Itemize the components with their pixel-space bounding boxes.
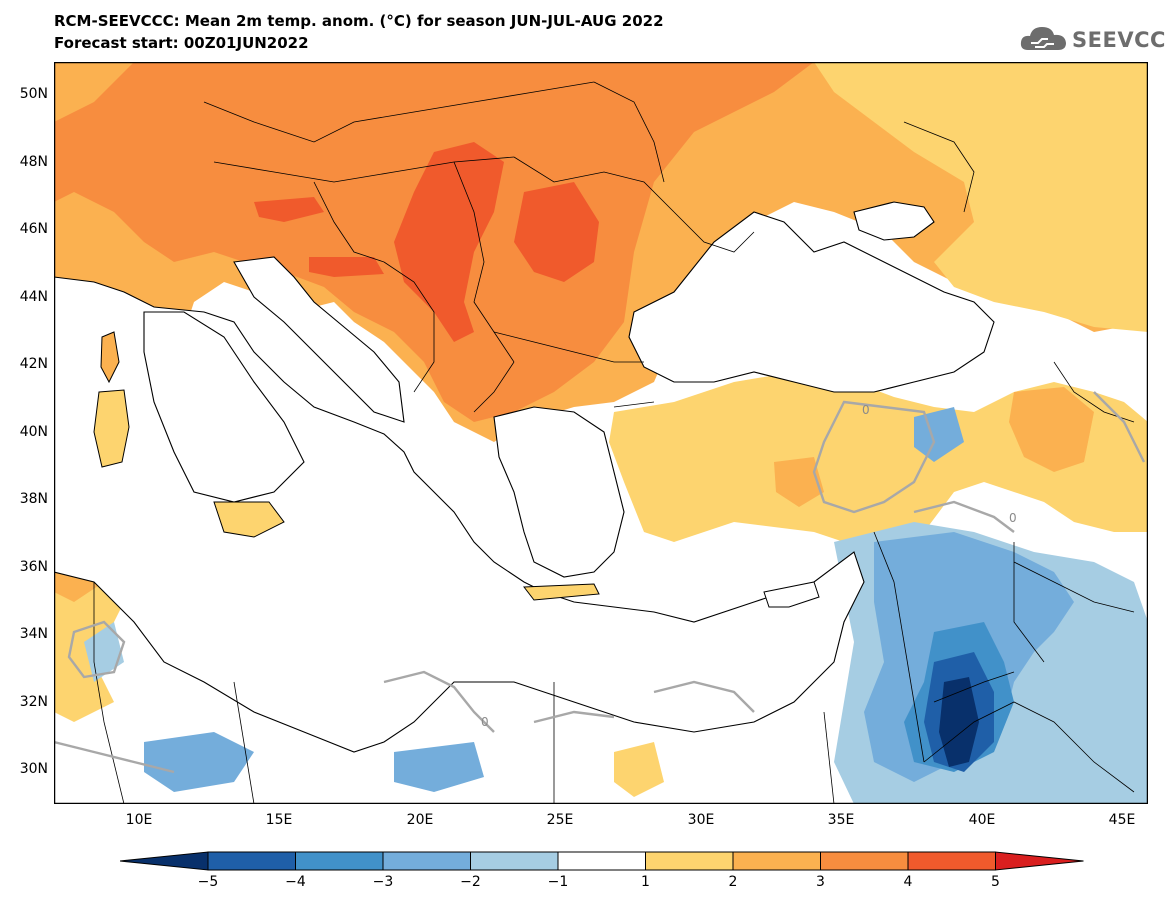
anomaly-minus2-3-libya-east bbox=[394, 742, 484, 792]
aegean-sea bbox=[493, 406, 625, 578]
crete-island bbox=[523, 583, 600, 601]
colorbar-cell bbox=[645, 851, 734, 871]
lon-tick-label: 40E bbox=[968, 812, 996, 828]
country-borders bbox=[93, 81, 1135, 804]
lat-tick-label: 46N bbox=[19, 221, 48, 237]
colorbar-tick-label: −4 bbox=[285, 874, 306, 890]
lat-tick-label: 36N bbox=[19, 559, 48, 575]
seevccc-logo: SEEVCCC bbox=[1018, 22, 1165, 56]
anomaly-2-3-caucasus bbox=[1009, 387, 1094, 472]
colorbar-tick-label: 4 bbox=[903, 874, 913, 890]
anomaly-4-5-hungary bbox=[394, 142, 504, 342]
logo-text: SEEVCCC bbox=[1072, 28, 1165, 52]
colorbar-tick-label: −1 bbox=[547, 874, 569, 890]
colorbar bbox=[120, 851, 1084, 871]
anomaly-minus5-core bbox=[939, 677, 979, 767]
cyprus-island bbox=[763, 581, 820, 608]
lat-tick-label: 42N bbox=[19, 356, 48, 372]
lat-tick-label: 48N bbox=[19, 154, 48, 170]
anomaly-map: 0 0 0 bbox=[54, 62, 1148, 804]
anomaly-minus2-3-libya bbox=[144, 732, 254, 792]
adriatic-sea bbox=[233, 256, 405, 423]
map-title: RCM-SEEVCCC: Mean 2m temp. anom. (°C) fo… bbox=[54, 12, 664, 30]
lat-tick-label: 40N bbox=[19, 424, 48, 440]
lon-tick-label: 35E bbox=[827, 812, 855, 828]
colorbar-tick-label: −2 bbox=[460, 874, 481, 890]
colorbar-cell bbox=[557, 851, 646, 871]
corsica-island bbox=[100, 331, 120, 384]
colorbar-arrow-low bbox=[120, 851, 209, 871]
contour-label: 0 bbox=[862, 403, 870, 417]
colorbar-arrow-high bbox=[995, 851, 1084, 871]
lon-tick-label: 20E bbox=[406, 812, 434, 828]
tyrrhenian-sea bbox=[143, 311, 305, 503]
anomaly-1-2-east bbox=[814, 62, 1148, 332]
sicily-island bbox=[213, 501, 285, 538]
lat-tick-label: 34N bbox=[19, 626, 48, 642]
colorbar-cell bbox=[820, 851, 909, 871]
colorbar-tick-label: −3 bbox=[372, 874, 394, 890]
colorbar-tick-label: 5 bbox=[991, 874, 1000, 890]
colorbar-tick-label: 2 bbox=[728, 874, 738, 890]
colorbar-cell bbox=[382, 851, 471, 871]
lat-tick-label: 44N bbox=[19, 289, 48, 305]
lon-tick-label: 10E bbox=[125, 812, 153, 828]
lon-tick-label: 15E bbox=[265, 812, 293, 828]
colorbar-cell bbox=[207, 851, 296, 871]
lat-tick-label: 50N bbox=[19, 86, 48, 102]
colorbar-cell bbox=[470, 851, 559, 871]
colorbar-tick-label: −5 bbox=[197, 874, 219, 890]
black-sea bbox=[628, 211, 995, 393]
anomaly-4-5-slovenia bbox=[254, 197, 324, 222]
lon-tick-label: 25E bbox=[546, 812, 574, 828]
cloud-icon bbox=[1020, 27, 1066, 50]
lat-tick-label: 38N bbox=[19, 491, 48, 507]
anomaly-1-2-egypt bbox=[614, 742, 664, 797]
colorbar-cell bbox=[732, 851, 821, 871]
colorbar-tick-label: 3 bbox=[816, 874, 825, 890]
anomaly-4-5-romania bbox=[514, 182, 599, 282]
colorbar-tick-label: 1 bbox=[641, 874, 650, 890]
forecast-start: Forecast start: 00Z01JUN2022 bbox=[54, 34, 309, 52]
lat-tick-label: 30N bbox=[19, 761, 48, 777]
sea-of-azov bbox=[853, 201, 935, 241]
zero-contours bbox=[54, 391, 1146, 774]
colorbar-cell bbox=[295, 851, 384, 871]
anomaly-4-5-croatia bbox=[309, 257, 384, 277]
lon-tick-label: 45E bbox=[1108, 812, 1136, 828]
lon-tick-label: 30E bbox=[687, 812, 715, 828]
contour-label: 0 bbox=[1009, 511, 1017, 525]
contour-label: 0 bbox=[481, 715, 489, 729]
lat-tick-label: 32N bbox=[19, 694, 48, 710]
sardinia-island bbox=[93, 389, 130, 468]
map-frame bbox=[54, 62, 1148, 804]
contour-labels: 0 0 0 bbox=[481, 403, 1017, 729]
colorbar-cell bbox=[907, 851, 996, 871]
anomaly-2-3-anatolia bbox=[774, 457, 824, 507]
